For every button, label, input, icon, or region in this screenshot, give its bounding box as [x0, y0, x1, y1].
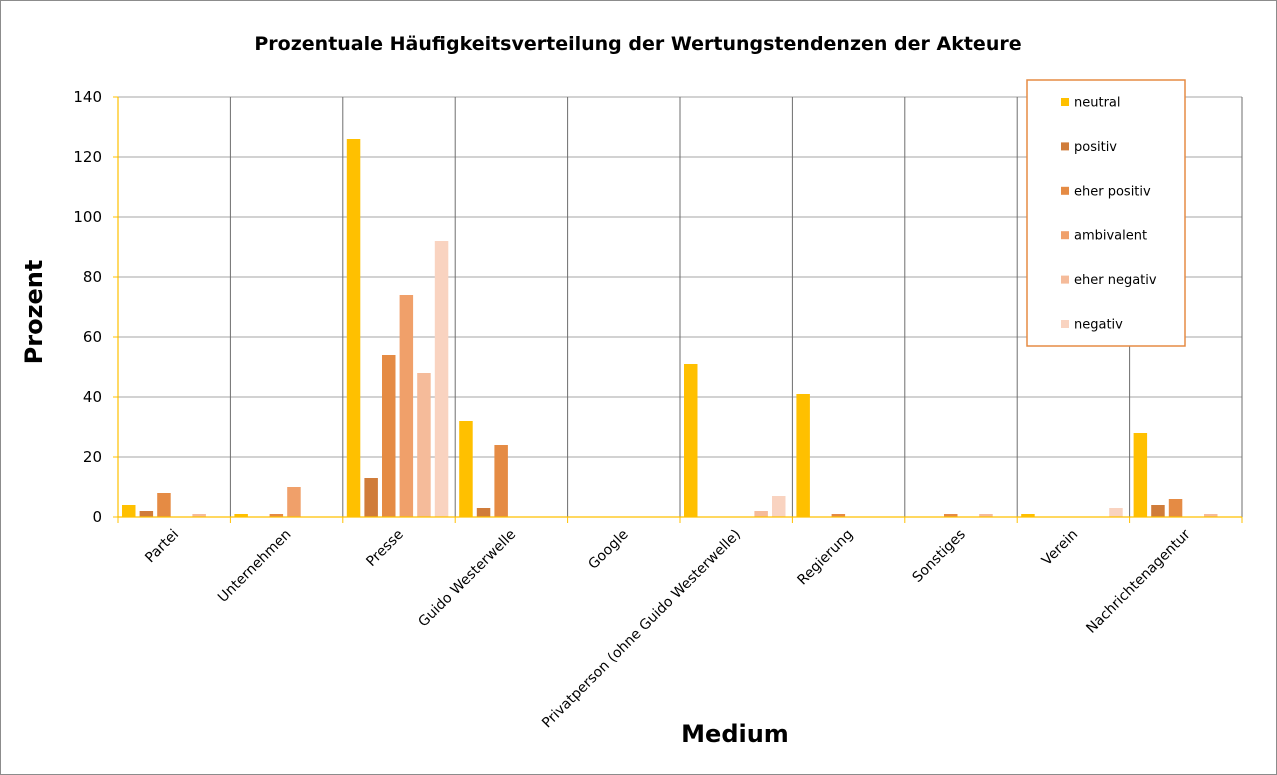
legend-label: positiv: [1074, 140, 1117, 155]
bar-neutral-8: [1021, 514, 1035, 517]
legend-label: ambivalent: [1074, 229, 1147, 244]
y-tick-label: 20: [83, 448, 102, 466]
legend-swatch: [1061, 142, 1069, 151]
legend-swatch: [1061, 231, 1069, 240]
y-tick-label: 100: [73, 208, 102, 226]
y-tick-label: 140: [73, 88, 102, 106]
bar-ambivalent-1: [287, 487, 301, 517]
x-tick-label: Partei: [142, 527, 182, 567]
x-tick-label: Unternehmen: [215, 527, 294, 606]
bar-eher-negativ-9: [1204, 514, 1218, 517]
bar-eher-positiv-3: [494, 445, 508, 517]
bar-eher-negativ-0: [192, 514, 206, 517]
bar-positiv-2: [364, 478, 378, 517]
bar-eher-negativ-7: [979, 514, 993, 517]
legend-label: neutral: [1074, 96, 1121, 111]
legend-label: eher negativ: [1074, 273, 1157, 288]
legend-swatch: [1061, 275, 1069, 284]
legend-swatch: [1061, 186, 1069, 195]
x-axis-title: Medium: [681, 720, 789, 748]
bar-eher-positiv-0: [157, 493, 171, 517]
bar-eher-negativ-5: [754, 511, 768, 517]
bar-neutral-1: [234, 514, 248, 517]
bar-eher-negativ-2: [417, 373, 431, 517]
bar-negativ-5: [772, 496, 786, 517]
y-tick-label: 60: [83, 328, 102, 346]
bar-positiv-9: [1151, 505, 1165, 517]
bar-positiv-3: [476, 508, 491, 517]
y-axis-title: Prozent: [20, 260, 48, 365]
legend-label: negativ: [1074, 318, 1123, 333]
legend-swatch: [1061, 98, 1069, 106]
bar-eher-positiv-9: [1168, 499, 1183, 517]
y-tick-label: 120: [73, 148, 102, 166]
legend-swatch: [1061, 320, 1069, 328]
bar-positiv-0: [139, 511, 154, 517]
bar-neutral-2: [346, 139, 361, 517]
bar-negativ-8: [1109, 508, 1123, 517]
x-tick-label: Guido Westerwelle: [415, 527, 519, 631]
bar-eher-positiv-6: [831, 514, 846, 517]
bar-neutral-3: [459, 421, 473, 517]
bar-neutral-9: [1133, 433, 1148, 517]
bar-neutral-6: [796, 394, 810, 517]
x-tick-label: Verein: [1039, 527, 1081, 569]
bar-eher-positiv-1: [269, 514, 284, 517]
bar-ambivalent-2: [399, 295, 414, 517]
bar-negativ-2: [434, 241, 449, 517]
x-tick-label: Presse: [363, 527, 406, 570]
y-tick-label: 40: [83, 388, 102, 406]
chart-title: Prozentuale Häufigkeitsverteilung der We…: [254, 33, 1021, 55]
legend-box: [1026, 79, 1186, 347]
x-tick-label: Nachrichtenagentur: [1083, 526, 1193, 636]
x-tick-label: Regierung: [795, 527, 857, 589]
bar-eher-positiv-2: [382, 355, 396, 517]
bar-neutral-0: [122, 505, 136, 517]
x-tick-label: Google: [585, 527, 631, 573]
bar-eher-positiv-7: [944, 514, 958, 517]
x-tick-label: Sonstiges: [910, 527, 969, 586]
y-tick-label: 0: [92, 508, 102, 526]
legend-label: eher positiv: [1074, 184, 1151, 199]
x-tick-label: Privatperson (ohne Guido Westerwelle): [539, 527, 744, 732]
y-tick-label: 80: [83, 268, 102, 286]
bar-neutral-5: [684, 364, 698, 517]
legend: neutral positiv eher positiv ambivalent eher…: [1026, 79, 1186, 347]
